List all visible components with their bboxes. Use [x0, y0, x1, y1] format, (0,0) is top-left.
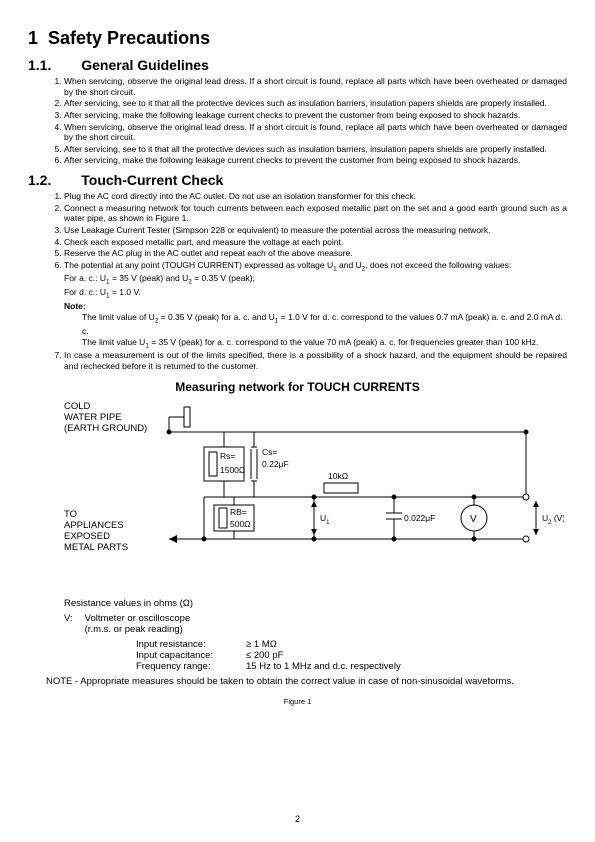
page: 1 Safety Precautions 1.1. General Guidel… — [0, 0, 595, 842]
section-number: 1 — [28, 28, 38, 48]
svg-text:1500Ω: 1500Ω — [220, 465, 245, 475]
section-heading: 1 Safety Precautions — [28, 28, 567, 49]
list-item: Use Leakage Current Tester (Simpson 228 … — [64, 225, 567, 236]
svg-text:0.022μF: 0.022μF — [404, 513, 435, 523]
svg-text:Cs=: Cs= — [262, 447, 277, 457]
spec-key: Frequency range: — [136, 661, 246, 672]
resistance-caption: Resistance values in ohms (Ω) — [64, 598, 567, 609]
figure-label: Figure 1 — [28, 697, 567, 706]
spec-key: Input resistance: — [136, 639, 246, 650]
page-number: 2 — [0, 814, 595, 824]
text: , does not exceed the following values: — [365, 260, 511, 270]
sub2-list: Plug the AC cord directly into the AC ou… — [28, 191, 567, 311]
svg-text:U2 (V): U2 (V) — [542, 513, 564, 526]
cold-label: COLDWATER PIPE(EARTH GROUND) — [64, 401, 147, 434]
spec-key: Input capacitance: — [136, 650, 246, 661]
subsection-2-heading: 1.2. Touch-Current Check — [28, 172, 567, 188]
sub2-title: Touch-Current Check — [55, 172, 223, 188]
table-row: Input resistance: ≥ 1 MΩ — [136, 639, 567, 650]
note-line2: The limit value U1 = 35 V (peak) for a. … — [28, 337, 567, 351]
v-label: V: — [64, 613, 82, 624]
svg-text:0.22μF: 0.22μF — [262, 459, 289, 469]
sub1-list: When servicing, observe the original lea… — [28, 76, 567, 166]
list-item: Connect a measuring network for touch cu… — [64, 203, 567, 224]
sub2-list-b: In case a measurement is out of the limi… — [28, 350, 567, 371]
note-final: NOTE - Appropriate measures should be ta… — [46, 676, 567, 687]
v-def-text: Voltmeter or oscilloscope (r.m.s. or pea… — [85, 613, 191, 635]
svg-text:500Ω: 500Ω — [230, 519, 251, 529]
list-item: Check each exposed metallic part, and me… — [64, 237, 567, 248]
list-item: After servicing, see to it that all the … — [64, 98, 567, 109]
figure-title: Measuring network for TOUCH CURRENTS — [28, 380, 567, 394]
section-title: Safety Precautions — [48, 28, 210, 48]
svg-text:Rs=: Rs= — [220, 451, 235, 461]
text: The potential at any point (TOUGH CURREN… — [64, 260, 333, 270]
list-item: After servicing, see to it that all the … — [64, 144, 567, 155]
voltmeter-def: V: Voltmeter or oscilloscope (r.m.s. or … — [64, 613, 567, 635]
sub2-number: 1.2. — [28, 172, 51, 188]
note-label: Note: — [64, 301, 567, 312]
circuit-diagram: COLDWATER PIPE(EARTH GROUND) TOAPPLIANCE… — [64, 397, 567, 592]
table-row: Frequency range: 15 Hz to 1 MHz and d.c.… — [136, 661, 567, 672]
subsection-1-heading: 1.1. General Guidelines — [28, 57, 567, 73]
note-line1: The limit value of U2 = 0.35 V (peak) fo… — [28, 312, 567, 336]
spec-table: Input resistance: ≥ 1 MΩ Input capacitan… — [136, 639, 567, 672]
svg-text:RB=: RB= — [230, 507, 247, 517]
list-item: After servicing, make the following leak… — [64, 155, 567, 166]
table-row: Input capacitance: ≤ 200 pF — [136, 650, 567, 661]
list-item: In case a measurement is out of the limi… — [64, 350, 567, 371]
svg-text:10kΩ: 10kΩ — [328, 471, 348, 481]
svg-text:U1: U1 — [320, 513, 330, 526]
item6-sub: For a. c.: U1 = 35 V (peak) and U2 = 0.3… — [64, 273, 567, 287]
text: Voltmeter or oscilloscope — [85, 613, 191, 624]
spec-val: 15 Hz to 1 MHz and d.c. respectively — [246, 661, 401, 672]
svg-text:V: V — [470, 514, 477, 525]
list-item: After servicing, make the following leak… — [64, 110, 567, 121]
sub1-title: General Guidelines — [55, 57, 209, 73]
spec-val: ≥ 1 MΩ — [246, 639, 277, 650]
to-label: TOAPPLIANCESEXPOSEDMETAL PARTS — [64, 509, 128, 553]
list-item: When servicing, observe the original lea… — [64, 122, 567, 143]
list-item: The potential at any point (TOUGH CURREN… — [64, 260, 567, 312]
list-item: When servicing, observe the original lea… — [64, 76, 567, 97]
item6-sub: For d. c.: U1 = 1.0 V. — [64, 287, 567, 301]
list-item: Plug the AC cord directly into the AC ou… — [64, 191, 567, 202]
sub1-number: 1.1. — [28, 57, 51, 73]
text: (r.m.s. or peak reading) — [85, 624, 183, 635]
spec-val: ≤ 200 pF — [246, 650, 283, 661]
list-item: Reserve the AC plug in the AC outlet and… — [64, 248, 567, 259]
